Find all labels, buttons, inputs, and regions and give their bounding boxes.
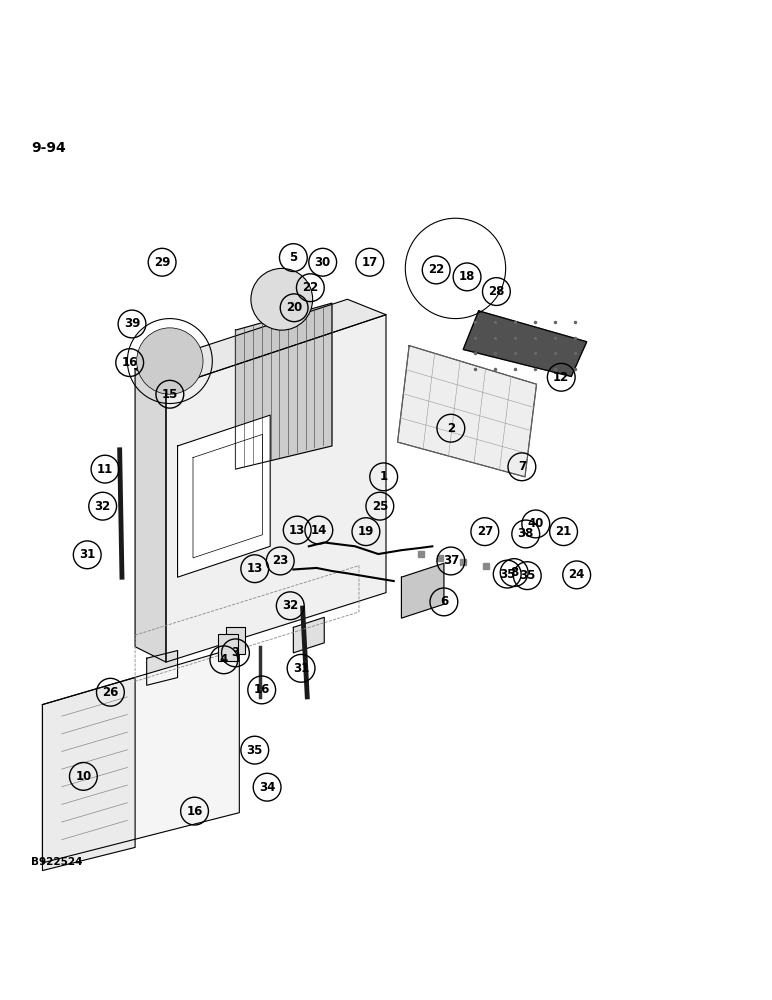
Polygon shape (135, 369, 166, 662)
Text: 38: 38 (517, 527, 534, 540)
Text: 1: 1 (380, 470, 388, 483)
Text: 27: 27 (476, 525, 493, 538)
Polygon shape (42, 678, 135, 871)
Text: 12: 12 (553, 371, 570, 384)
Text: 17: 17 (361, 256, 378, 269)
Bar (218, 634, 238, 661)
Polygon shape (147, 651, 178, 685)
Text: 32: 32 (94, 500, 111, 513)
Text: 34: 34 (259, 781, 276, 794)
Text: 5: 5 (290, 251, 297, 264)
Text: 29: 29 (154, 256, 171, 269)
Text: 11: 11 (96, 463, 113, 476)
Text: 4: 4 (220, 653, 228, 666)
Text: 37: 37 (442, 554, 459, 567)
Text: 24: 24 (568, 568, 585, 581)
Text: 15: 15 (161, 388, 178, 401)
Text: 28: 28 (488, 285, 505, 298)
Bar (226, 627, 245, 654)
Text: 13: 13 (246, 562, 263, 575)
Text: 31: 31 (79, 548, 96, 561)
Text: 35: 35 (499, 568, 516, 581)
Text: 13: 13 (289, 524, 306, 537)
Text: 18: 18 (459, 270, 476, 283)
Text: 31: 31 (293, 662, 310, 675)
Text: 30: 30 (314, 256, 331, 269)
Text: 6: 6 (440, 595, 448, 608)
Text: 32: 32 (282, 599, 299, 612)
Text: B922524: B922524 (31, 857, 83, 867)
Text: 9-94: 9-94 (31, 141, 66, 155)
Text: 35: 35 (246, 744, 263, 757)
Text: 20: 20 (286, 301, 303, 314)
Text: 7: 7 (518, 460, 526, 473)
Text: 26: 26 (102, 686, 119, 699)
Polygon shape (398, 346, 537, 477)
Text: 10: 10 (75, 770, 92, 783)
Text: 14: 14 (310, 524, 327, 537)
Text: 22: 22 (428, 263, 445, 276)
Text: 19: 19 (357, 525, 374, 538)
Polygon shape (42, 647, 239, 863)
Circle shape (137, 328, 203, 394)
Polygon shape (463, 311, 587, 376)
Polygon shape (293, 617, 324, 653)
Text: 35: 35 (519, 569, 536, 582)
Text: 3: 3 (232, 646, 239, 659)
Circle shape (251, 268, 313, 330)
Polygon shape (135, 299, 386, 388)
Text: 22: 22 (302, 281, 319, 294)
Polygon shape (401, 563, 444, 618)
Polygon shape (178, 415, 270, 577)
Text: 21: 21 (555, 525, 572, 538)
Text: 16: 16 (186, 805, 203, 818)
Text: 16: 16 (121, 356, 138, 369)
Polygon shape (235, 303, 332, 469)
Text: 23: 23 (272, 554, 289, 567)
Text: 40: 40 (527, 517, 544, 530)
Text: 2: 2 (447, 422, 455, 435)
Text: 16: 16 (253, 683, 270, 696)
Text: 39: 39 (124, 317, 141, 330)
Polygon shape (166, 315, 386, 662)
Text: 25: 25 (371, 500, 388, 513)
Text: 8: 8 (510, 566, 518, 579)
